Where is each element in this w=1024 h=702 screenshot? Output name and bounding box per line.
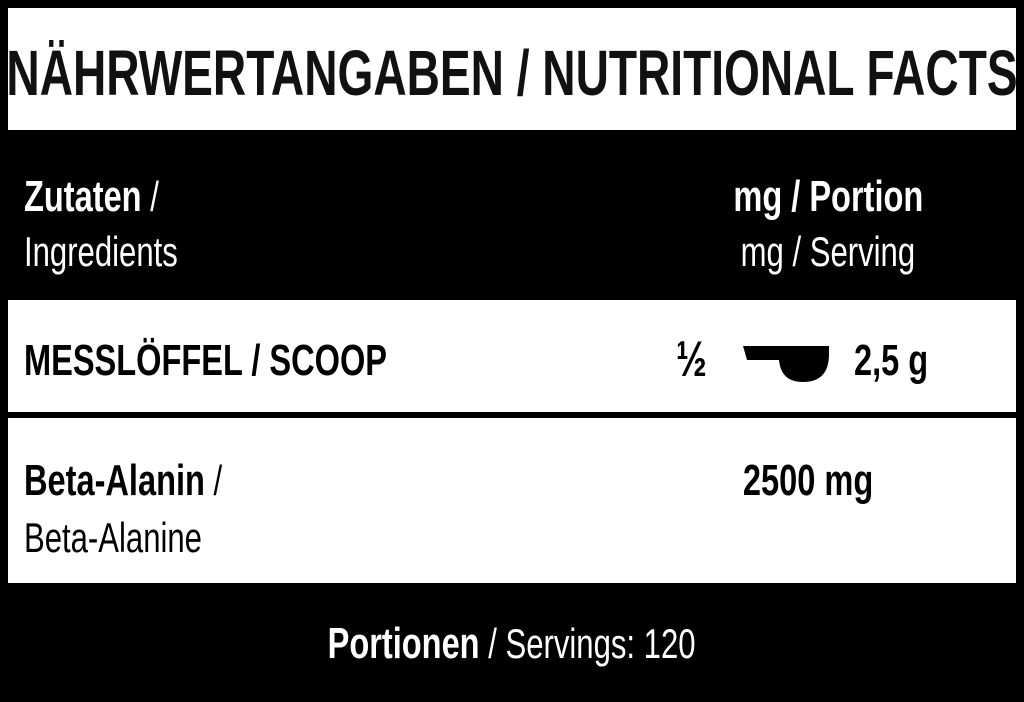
ingredient-sep: / bbox=[204, 457, 223, 504]
measuring-scoop-icon bbox=[743, 346, 829, 382]
header-ingredients-de: Zutaten / bbox=[24, 172, 159, 222]
scoop-row: MESSLÖFFEL / SCOOP ½ 2,5 g bbox=[8, 300, 1016, 412]
header-amount-en-col: mg / Serving bbox=[628, 228, 1024, 276]
servings-en: / Servings: 120 bbox=[479, 620, 696, 667]
scoop-amount: 2,5 g bbox=[854, 336, 929, 385]
table-title: NÄHRWERTANGABEN / NUTRITIONAL FACTS bbox=[6, 37, 1018, 109]
ingredient-name-de: Beta-Alanin / bbox=[24, 456, 222, 506]
ingredient-amount: 2500 mg bbox=[742, 456, 874, 505]
ingredient-name-en: Beta-Alanine bbox=[24, 514, 202, 561]
servings-text: Portionen / Servings: 120 bbox=[328, 619, 696, 669]
header-sep: / bbox=[141, 173, 159, 220]
row-divider bbox=[8, 412, 1016, 418]
ingredient-row: Beta-Alanin / Beta-Alanine 2500 mg bbox=[8, 418, 1016, 583]
servings-de: Portionen bbox=[328, 619, 480, 668]
ingredient-name-de-text: Beta-Alanin bbox=[24, 456, 205, 505]
header-ingredients-en: Ingredients bbox=[24, 228, 178, 275]
header-ingredients-de-text: Zutaten bbox=[24, 172, 142, 221]
header-amount-en: mg / Serving bbox=[740, 228, 916, 275]
scoop-fraction: ½ bbox=[676, 331, 707, 387]
servings-line: Portionen / Servings: 120 bbox=[8, 619, 1016, 669]
table-title-band: NÄHRWERTANGABEN / NUTRITIONAL FACTS bbox=[6, 8, 1018, 130]
ingredient-amount-col: 2500 mg bbox=[608, 456, 1008, 506]
scoop-label: MESSLÖFFEL / SCOOP bbox=[24, 336, 388, 385]
table-header: Zutaten / Ingredients mg / Portion mg / … bbox=[8, 130, 1016, 300]
table-footer: Portionen / Servings: 120 bbox=[8, 583, 1016, 694]
header-amount-de: mg / Portion bbox=[733, 172, 923, 221]
header-amount-de-col: mg / Portion bbox=[628, 172, 1024, 222]
